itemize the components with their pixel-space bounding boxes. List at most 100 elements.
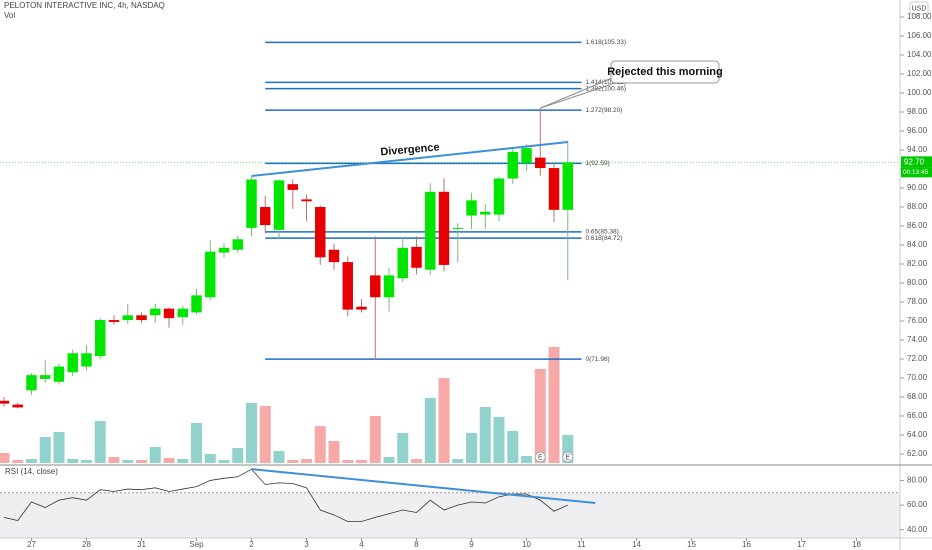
y-tick-label: 98.00 xyxy=(907,107,928,116)
candle-body xyxy=(493,178,505,215)
callout-pointer xyxy=(540,83,613,109)
y-tick-label: 78.00 xyxy=(907,297,928,306)
fib-label: 1.382(100.46) xyxy=(586,85,626,92)
volume-label: Vol xyxy=(4,11,15,20)
y-tick-label: 72.00 xyxy=(907,354,928,363)
fib-label: 0(71.98) xyxy=(586,356,610,363)
plot-layer: 1.618(105.33) 1.414(101.12)1.382(100.46) 1… xyxy=(0,39,900,538)
volume-bar xyxy=(204,454,216,463)
volume-bar xyxy=(218,460,230,463)
x-tick-label: 11 xyxy=(577,540,586,549)
rsi-line xyxy=(3,468,568,522)
volume-bar xyxy=(67,459,79,463)
volume-bar xyxy=(466,433,478,463)
event-label: E xyxy=(538,454,543,461)
volume-bar xyxy=(287,460,299,463)
x-tick-label: 18 xyxy=(852,540,861,549)
y-tick-label: 68.00 xyxy=(907,392,928,401)
last-price-label: 92.70 xyxy=(904,157,925,166)
x-tick-label: 10 xyxy=(522,540,531,549)
y-tick-label: 96.00 xyxy=(907,126,928,135)
candle-body xyxy=(452,227,463,229)
callout-text: Rejected this morning xyxy=(607,66,723,78)
y-tick-label: 70.00 xyxy=(907,373,928,382)
candle-body xyxy=(122,315,133,321)
rsi-tick-label: 80.00 xyxy=(907,476,928,485)
y-tick-label: 100.00 xyxy=(907,88,932,97)
y-tick-label: 74.00 xyxy=(907,335,928,344)
fib-label: 1(92.59) xyxy=(586,160,610,167)
candle-body xyxy=(163,308,175,319)
candle-body xyxy=(232,239,243,250)
fib-label: 1.272(98.20) xyxy=(586,107,623,114)
candle-body xyxy=(370,275,381,298)
volume-bar xyxy=(369,416,381,463)
candle-body xyxy=(535,157,546,169)
candle-body xyxy=(287,184,298,190)
volume-bar xyxy=(273,451,285,463)
y-tick-label: 94.00 xyxy=(907,145,928,154)
y-tick-label: 106.00 xyxy=(907,31,932,40)
y-tick-label: 88.00 xyxy=(907,202,928,211)
x-tick-label: 15 xyxy=(687,540,696,549)
candle-body xyxy=(273,180,285,230)
volume-bar xyxy=(383,457,395,463)
candle-body xyxy=(81,353,92,367)
volume-bar xyxy=(548,347,560,463)
volume-bar xyxy=(122,460,134,463)
y-tick-label: 76.00 xyxy=(907,316,928,325)
candle-body xyxy=(315,206,326,258)
volume-bar xyxy=(342,460,354,463)
candle-body xyxy=(26,375,37,391)
x-tick-label: 2 xyxy=(249,540,254,549)
candle-body xyxy=(342,262,353,310)
fib-label: 0.65(85.38) xyxy=(586,229,619,236)
volume-bar xyxy=(493,417,505,463)
candle-body xyxy=(562,162,574,210)
x-tick-label: Sep xyxy=(189,540,204,549)
callout-box xyxy=(610,60,720,84)
candle-body xyxy=(40,375,51,379)
volume-bar xyxy=(562,435,574,463)
candle-body xyxy=(411,246,422,268)
volume-bar xyxy=(246,403,258,463)
candle-body xyxy=(12,404,23,408)
candle-body xyxy=(260,206,271,226)
volume-bar xyxy=(507,431,519,463)
candle-body xyxy=(383,275,395,298)
y-tick-label: 102.00 xyxy=(907,69,932,78)
x-tick-label: 3 xyxy=(304,540,309,549)
fib-label: 0.618(84.72) xyxy=(586,235,623,242)
candle-body xyxy=(108,320,120,322)
candle-body xyxy=(177,308,188,318)
candle-body xyxy=(438,191,450,265)
x-tick-label: 4 xyxy=(359,540,364,549)
x-tick-label: 8 xyxy=(414,540,419,549)
volume-bar xyxy=(232,448,244,463)
volume-bar xyxy=(356,460,368,463)
candle-body xyxy=(425,191,436,270)
volume-bar xyxy=(301,459,313,463)
volume-bar xyxy=(80,460,92,463)
volume-bar xyxy=(521,456,533,463)
candle-body xyxy=(397,247,408,279)
volume-bar xyxy=(94,421,106,463)
candle-body xyxy=(191,295,202,313)
x-tick-label: 28 xyxy=(82,540,91,549)
volume-bar xyxy=(259,406,271,463)
candle-body xyxy=(480,211,491,215)
volume-bar xyxy=(25,459,37,463)
volume-bar xyxy=(534,369,546,463)
y-tick-label: 64.00 xyxy=(907,430,928,439)
candle-body xyxy=(507,151,518,179)
countdown-box xyxy=(901,167,932,178)
x-tick-label: 14 xyxy=(632,540,641,549)
candle-body xyxy=(136,315,147,321)
y-tick-label: 108.00 xyxy=(907,12,932,21)
volume-bar xyxy=(108,457,120,463)
event-label: E xyxy=(565,454,570,461)
candle-body xyxy=(205,251,216,298)
x-tick-label: 17 xyxy=(797,540,806,549)
fib-label: 1.618(105.33) xyxy=(586,39,626,46)
